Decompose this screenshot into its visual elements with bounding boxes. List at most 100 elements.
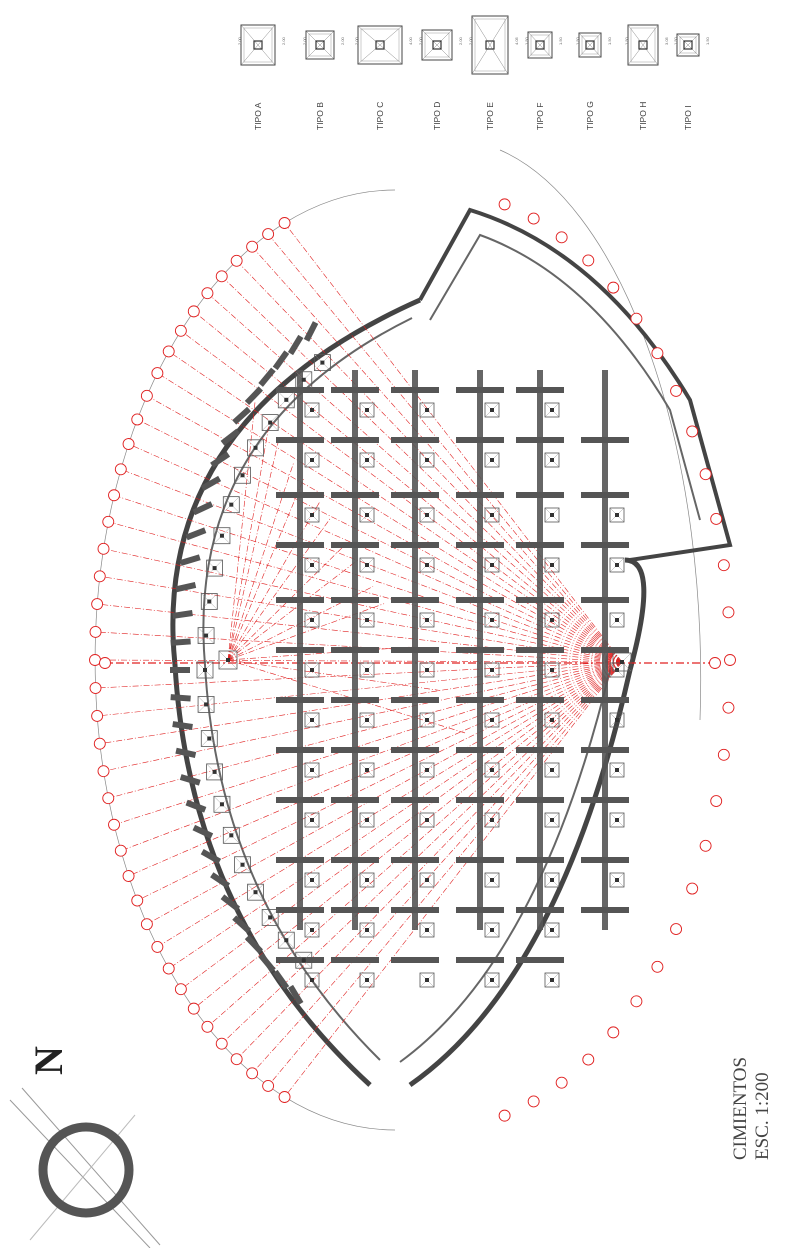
grid-radial-line <box>227 502 320 661</box>
footing <box>544 812 560 828</box>
footing <box>484 662 500 678</box>
grid-bubble <box>722 606 735 619</box>
grid-bubble <box>710 513 723 525</box>
footing <box>609 557 625 573</box>
footing <box>484 872 500 888</box>
footing <box>295 951 313 969</box>
footing <box>359 612 375 628</box>
footing <box>484 507 500 523</box>
grid-bubble <box>108 818 120 831</box>
footing <box>359 662 375 678</box>
footing <box>313 354 331 372</box>
footing <box>609 662 625 678</box>
perimeter-wall-segment <box>287 984 304 1006</box>
grid-bubble <box>140 918 153 931</box>
footing <box>419 872 435 888</box>
footing <box>304 402 320 418</box>
grid-bubble <box>651 960 664 973</box>
grid-bubble <box>131 413 144 426</box>
grid-bubble <box>102 792 115 805</box>
foundation-walls <box>170 321 629 1006</box>
grid-bubble <box>187 1002 200 1015</box>
grid-bubble <box>215 270 228 283</box>
grid-bubble <box>699 839 712 852</box>
building-outline-west <box>170 297 422 1087</box>
footing <box>359 557 375 573</box>
grid-bubble <box>102 515 115 528</box>
grid-bubble <box>151 940 164 953</box>
footing <box>359 402 375 418</box>
grid-radial-line <box>267 661 623 1087</box>
building-outline-east <box>408 557 647 1088</box>
footing <box>544 872 560 888</box>
footing <box>544 662 560 678</box>
footing <box>419 812 435 828</box>
structural-grid-bubbles <box>89 198 736 1122</box>
footing <box>277 931 295 949</box>
perimeter-wall-segment <box>232 406 252 425</box>
grid-bubble <box>122 870 135 882</box>
footing <box>544 972 560 988</box>
grid-bubble <box>555 1076 568 1089</box>
grid-bubble <box>174 324 187 337</box>
grid-radial-line <box>108 521 623 663</box>
perimeter-wall-segment <box>185 799 207 813</box>
legend-dim-b: 1.50 <box>607 36 612 45</box>
perimeter-wall-segment <box>179 774 201 786</box>
footing <box>419 972 435 988</box>
grid-radial-line <box>128 661 623 877</box>
grid-bubble <box>717 748 730 761</box>
grid-bubble <box>630 312 643 325</box>
grid-bubble <box>89 626 102 638</box>
footing-types-legend: 2.00 2.00 TIPO A 2.00 2.00 TIPO B 2.00 4.00 TIPO… <box>237 15 710 130</box>
footing <box>261 414 279 431</box>
perimeter-wall-segment <box>200 849 222 865</box>
grid-radial-line <box>227 401 256 661</box>
grid-bubble <box>582 254 595 267</box>
grid-radial-line <box>284 222 623 663</box>
grid-bubble <box>151 367 164 380</box>
legend-item-tipo-d: 2.00 2.00 TIPO D <box>418 29 463 130</box>
grid-radial-line <box>284 661 623 1098</box>
grid-bubble <box>122 438 135 450</box>
grid-bubble <box>498 1109 511 1122</box>
grid-bubble <box>670 384 683 397</box>
building-outline-east-inner <box>399 669 611 1063</box>
perimeter-wall-segment <box>287 334 304 356</box>
footing <box>609 507 625 523</box>
footing <box>359 812 375 828</box>
grid-radial-line <box>120 469 623 663</box>
legend-type-label: TIPO G <box>585 101 595 130</box>
legend-dim-a: 2.00 <box>418 36 423 45</box>
grid-bubble <box>651 347 664 360</box>
legend-item-tipo-a: 2.00 2.00 TIPO A <box>237 24 286 130</box>
grid-bubble <box>527 1095 540 1108</box>
grid-radial-line <box>120 661 623 851</box>
footing <box>213 527 231 545</box>
footing <box>544 402 560 418</box>
grid-bubble <box>89 654 101 666</box>
footing <box>419 712 435 728</box>
footing <box>304 712 320 728</box>
footing <box>419 762 435 778</box>
grid-radial-line <box>227 659 468 734</box>
grid-bubble <box>278 1091 291 1103</box>
building-outline-west-inner <box>202 317 413 1061</box>
footing <box>484 972 500 988</box>
grid-bubble <box>114 844 127 857</box>
grid-bubble <box>607 1026 620 1039</box>
wall-footing-spine <box>412 370 418 930</box>
grid-bubble <box>174 983 187 996</box>
perimeter-wall-segment <box>170 694 191 702</box>
footing <box>359 762 375 778</box>
footing <box>609 712 625 728</box>
perimeter-wall-segment <box>210 451 231 468</box>
legend-dim-b: 2.00 <box>281 36 286 45</box>
grid-radial-line <box>227 518 331 661</box>
perimeter-wall-segment <box>200 475 222 491</box>
footing <box>304 972 320 988</box>
grid-radial-line <box>227 438 280 661</box>
legend-item-tipo-c: 2.00 4.00 TIPO C <box>354 25 413 130</box>
perimeter-wall-segment <box>244 934 263 954</box>
